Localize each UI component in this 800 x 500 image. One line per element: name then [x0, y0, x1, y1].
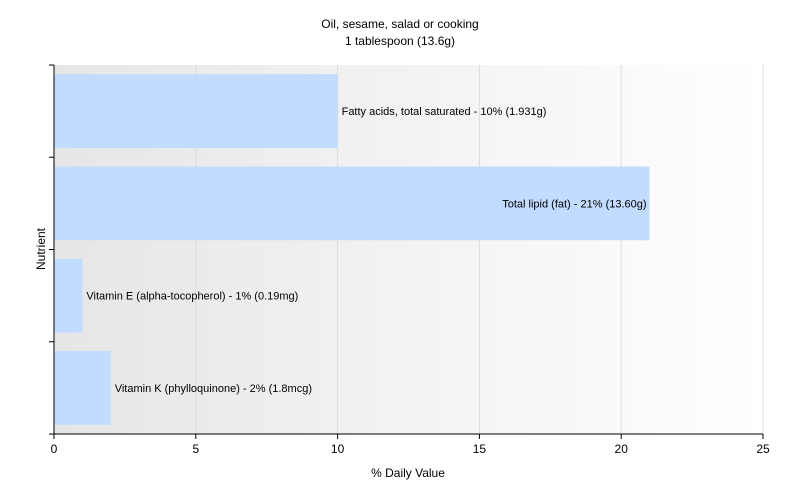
bar: [54, 258, 83, 333]
bars: [54, 74, 650, 425]
bar-label: Vitamin E (alpha-tocopherol) - 1% (0.19m…: [86, 291, 298, 303]
x-tick-label: 0: [51, 442, 58, 456]
chart-title: Oil, sesame, salad or cooking: [321, 17, 478, 31]
chart-subtitle: 1 tablespoon (13.6g): [345, 34, 455, 48]
x-tick-label: 15: [473, 442, 487, 456]
x-tick-label: 20: [615, 442, 629, 456]
bar: [54, 350, 111, 425]
bar: [54, 74, 338, 149]
bar: [54, 166, 650, 241]
x-tick-label: 25: [756, 442, 770, 456]
bar-label: Vitamin K (phylloquinone) - 2% (1.8mcg): [115, 383, 312, 395]
bar-label: Fatty acids, total saturated - 10% (1.93…: [342, 106, 547, 118]
x-tick-label: 10: [331, 442, 345, 456]
x-axis-ticks: 0 5 10 15 20 25: [51, 434, 770, 456]
y-axis-ticks: [49, 64, 54, 435]
x-tick-label: 5: [192, 442, 199, 456]
y-axis-title: Nutrient: [34, 227, 48, 270]
bar-label: Total lipid (fat) - 21% (13.60g): [502, 198, 646, 210]
x-axis-title: % Daily Value: [371, 466, 445, 480]
bar-labels: Fatty acids, total saturated - 10% (1.93…: [86, 106, 646, 395]
